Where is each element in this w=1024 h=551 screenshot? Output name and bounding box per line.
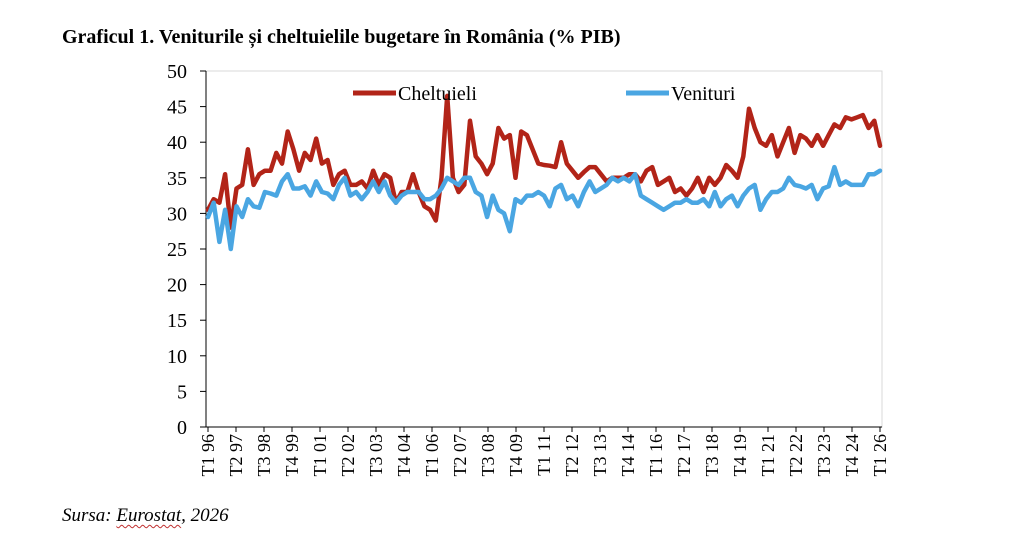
x-tick-label: T3 13 — [590, 434, 610, 477]
x-tick-label: T1 21 — [758, 434, 778, 477]
series-line-venituri — [205, 164, 883, 252]
x-tick-label: T4 19 — [730, 434, 750, 477]
x-tick-label: T4 24 — [842, 434, 862, 477]
x-tick-label: T2 17 — [674, 434, 694, 477]
x-tick-label: T3 18 — [702, 434, 722, 477]
x-tick-label: T1 06 — [422, 434, 442, 477]
series-lines — [205, 93, 883, 252]
y-tick-label: 20 — [167, 275, 187, 297]
x-tick-label: T3 98 — [254, 434, 274, 477]
x-tick-label: T2 12 — [562, 434, 582, 477]
source-note: Sursa: Eurostat, 2026 — [62, 505, 229, 527]
x-tick-label: T1 26 — [870, 434, 890, 477]
source-suffix: , 2026 — [181, 505, 229, 526]
x-tick-label: T2 02 — [338, 434, 358, 477]
y-tick-label: 10 — [167, 346, 187, 368]
x-tick-label: T1 11 — [534, 434, 554, 476]
x-tick-label: T4 09 — [506, 434, 526, 477]
y-tick-label: 45 — [167, 97, 187, 119]
legend: Cheltuieli Venituri — [353, 83, 736, 105]
legend-label-cheltuieli: Cheltuieli — [398, 83, 477, 105]
x-tick-label: T4 04 — [394, 434, 414, 477]
y-tick-label: 30 — [167, 203, 187, 225]
x-tick-label: T3 23 — [814, 434, 834, 477]
y-axis-ticks: 0 5 10 15 20 25 30 35 40 45 50 — [167, 61, 206, 439]
y-tick-label: 5 — [177, 381, 187, 403]
source-org: Eurostat — [116, 505, 182, 526]
y-tick-label: 0 — [177, 417, 187, 439]
plot-frame — [205, 70, 883, 428]
chart-title: Graficul 1. Veniturile și cheltuielile b… — [62, 26, 621, 48]
x-tick-label: T3 08 — [478, 434, 498, 477]
source-prefix: Sursa: — [62, 505, 117, 526]
x-axis-ticks: T1 96 T2 97 T3 98 T4 99 T1 01 T2 02 T3 03 T4 04… — [198, 427, 890, 477]
x-tick-label: T2 22 — [786, 434, 806, 477]
x-tick-label: T4 14 — [618, 434, 638, 477]
y-tick-label: 25 — [167, 239, 187, 261]
y-tick-label: 35 — [167, 168, 187, 190]
x-tick-label: T1 16 — [646, 434, 666, 477]
y-tick-label: 50 — [167, 61, 187, 83]
y-tick-label: 40 — [167, 132, 187, 154]
y-tick-label: 15 — [167, 310, 187, 332]
x-tick-label: T3 03 — [366, 434, 386, 477]
x-tick-label: T1 01 — [310, 434, 330, 477]
x-tick-label: T2 07 — [450, 434, 470, 477]
series-line-cheltuieli — [205, 93, 883, 230]
x-tick-label: T1 96 — [198, 434, 218, 477]
legend-label-venituri: Venituri — [671, 83, 736, 105]
x-tick-label: T4 99 — [282, 434, 302, 477]
x-tick-label: T2 97 — [226, 434, 246, 477]
